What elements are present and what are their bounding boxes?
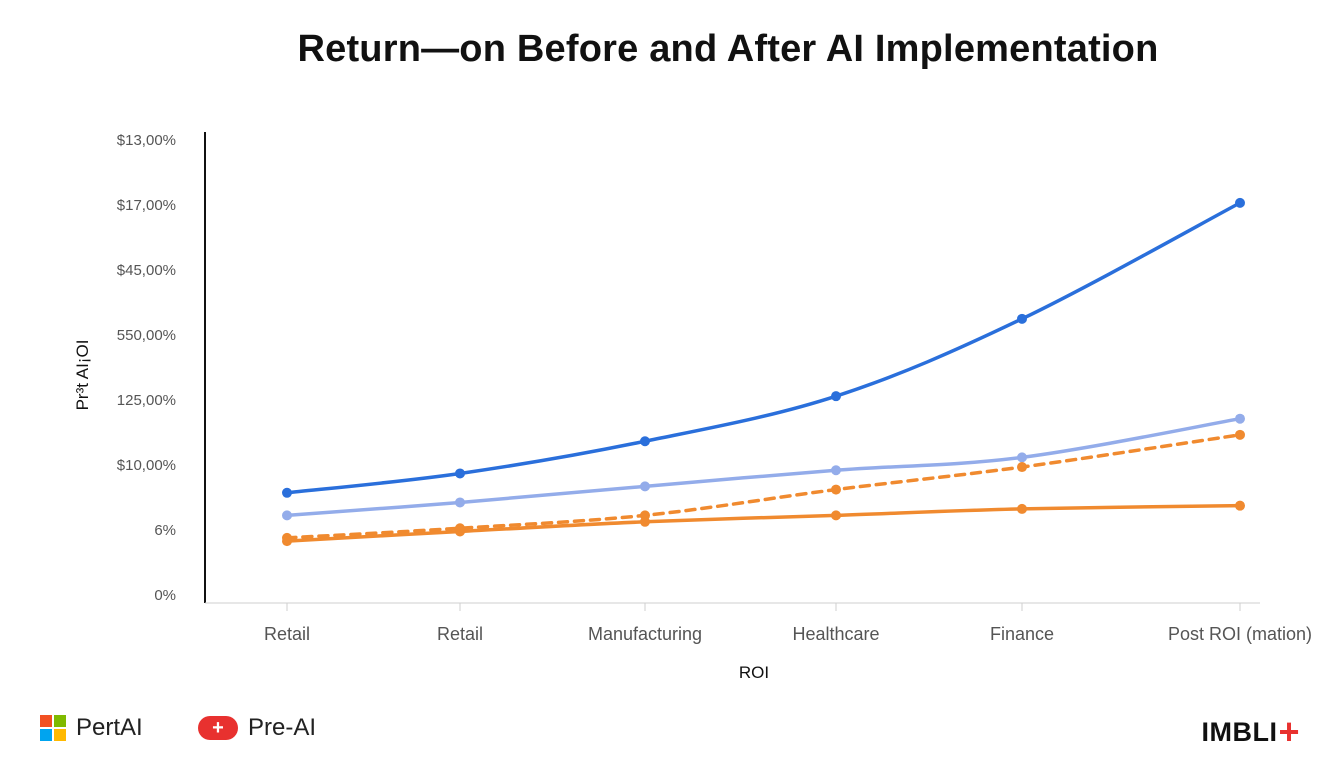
y-tick-label: $17,00%: [117, 197, 176, 214]
legend-label-postai: PertAI: [76, 714, 143, 741]
series-line: [285, 503, 1242, 543]
brand-logo: IMBLI +: [1201, 714, 1300, 750]
y-tick-label: $13,00%: [117, 132, 176, 149]
y-tick-label: 550,00%: [117, 327, 176, 344]
brand-plus-icon: +: [1278, 711, 1300, 752]
data-point: [282, 510, 292, 521]
data-point: [1017, 503, 1027, 514]
data-point: [1235, 500, 1245, 511]
x-axis-label: ROI: [739, 663, 769, 682]
series-line: [285, 201, 1242, 495]
data-point: [831, 484, 841, 495]
data-point: [455, 526, 465, 537]
data-point: [1017, 462, 1027, 473]
data-point: [1017, 313, 1027, 324]
x-tick-label: Healthcare: [792, 624, 879, 644]
y-tick-label: 125,00%: [117, 392, 176, 409]
x-tick-label: Manufacturing: [588, 624, 702, 644]
data-point: [1235, 413, 1245, 424]
series-2: [282, 429, 1245, 543]
brand-text: IMBLI: [1201, 716, 1278, 747]
data-point: [455, 468, 465, 479]
x-tick-label: Retail: [264, 624, 310, 644]
axes: [204, 132, 1260, 611]
data-point: [831, 510, 841, 521]
data-point: [831, 391, 841, 402]
x-tick-label: Retail: [437, 624, 483, 644]
data-point: [455, 497, 465, 508]
x-tick-label: Post ROI (mation): [1168, 624, 1312, 644]
data-point: [1235, 429, 1245, 440]
legend-item-postai: PertAI: [40, 714, 143, 742]
y-tick-label: 6%: [154, 522, 176, 539]
x-axis-ticks: Retail Retail Manufacturing Healthcare Finan…: [264, 624, 1312, 644]
red-plus-badge-icon: +: [198, 716, 238, 740]
chart-title: Return—on Before and After AI Implementa…: [297, 28, 1159, 70]
series-lines: [282, 197, 1245, 547]
series-0: [282, 197, 1245, 498]
data-point: [831, 465, 841, 476]
series-line: [285, 433, 1242, 540]
data-point: [1017, 452, 1027, 463]
series-1: [282, 413, 1245, 521]
four-squares-logo-icon: [40, 715, 66, 741]
data-point: [282, 536, 292, 547]
data-point: [1235, 197, 1245, 208]
y-tick-label: $45,00%: [117, 262, 176, 279]
data-point: [282, 487, 292, 498]
legend-item-preai: + Pre-AI: [198, 714, 316, 742]
series-line: [285, 416, 1242, 518]
legend-label-preai: Pre-AI: [248, 714, 317, 741]
y-tick-label: 0%: [154, 587, 176, 604]
y-tick-label: $10,00%: [117, 457, 176, 474]
data-point: [640, 436, 650, 447]
y-axis-label: Pr³t AI¡OI: [73, 340, 92, 411]
y-axis-ticks: $13,00% $17,00% $45,00% 550,00% 125,00% $10,0…: [117, 132, 176, 604]
data-point: [640, 481, 650, 492]
data-point: [640, 516, 650, 527]
x-tick-label: Finance: [990, 624, 1054, 644]
series-3: [282, 500, 1245, 547]
